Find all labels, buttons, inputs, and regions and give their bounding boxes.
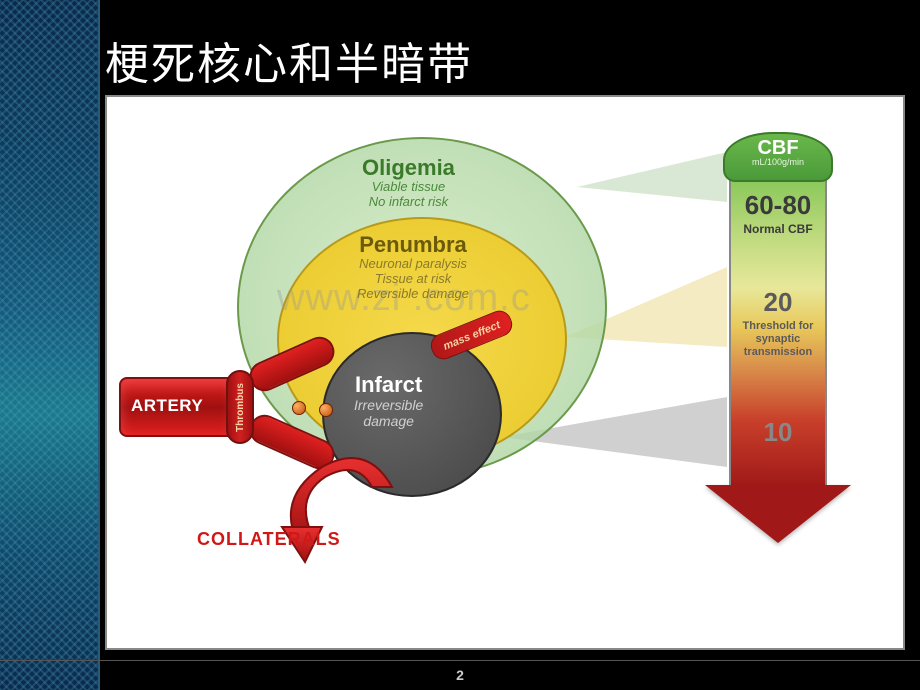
cbf-value-infarct: 10 xyxy=(723,417,833,448)
infarct-label: Infarct Irreversible damage xyxy=(354,372,423,429)
cbf-label-normal: Normal CBF xyxy=(723,222,833,236)
cbf-header: CBF mL/100g/min xyxy=(723,132,833,182)
oligemia-sub1: Viable tissue xyxy=(362,180,455,195)
artery-label: ARTERY xyxy=(131,396,203,416)
slide-sidebar-texture xyxy=(0,0,100,690)
cbf-scale: CBF mL/100g/min 60-80 Normal CBF 20 Thre… xyxy=(723,132,833,532)
diagram-panel: www.zi .com.c Oligemia Viable tissue No … xyxy=(105,95,905,650)
cbf-arrowhead-icon xyxy=(705,485,851,543)
cbf-label-threshold: Threshold for synaptic transmission xyxy=(723,320,833,360)
cbf-value-normal: 60-80 xyxy=(723,190,833,221)
penumbra-label: Penumbra Neuronal paralysis Tissue at ri… xyxy=(357,232,469,302)
cbf-header-unit: mL/100g/min xyxy=(725,158,831,167)
page-number: 2 xyxy=(456,667,464,683)
oligemia-label: Oligemia Viable tissue No infarct risk xyxy=(362,155,455,210)
collaterals-label: COLLATERALS xyxy=(197,529,341,550)
embolus-dot xyxy=(319,403,333,417)
cbf-value-threshold: 20 xyxy=(723,287,833,318)
penumbra-title: Penumbra xyxy=(357,232,469,257)
oligemia-title: Oligemia xyxy=(362,155,455,180)
penumbra-sub1: Neuronal paralysis xyxy=(357,257,469,272)
diagram-canvas: www.zi .com.c Oligemia Viable tissue No … xyxy=(107,97,903,648)
oligemia-sub2: No infarct risk xyxy=(362,195,455,210)
slide-title: 梗死核心和半暗带 xyxy=(105,28,473,92)
infarct-sub1: Irreversible xyxy=(354,397,423,413)
infarct-title: Infarct xyxy=(354,372,423,397)
cbf-header-title: CBF xyxy=(725,138,831,158)
embolus-dot xyxy=(292,401,306,415)
penumbra-sub3: Reversible damage xyxy=(357,287,469,302)
penumbra-sub2: Tissue at risk xyxy=(357,272,469,287)
infarct-sub2: damage xyxy=(354,413,423,429)
thrombus-label: Thrombus xyxy=(235,383,246,432)
slide-footer: 2 xyxy=(0,660,920,690)
thrombus-marker: Thrombus xyxy=(226,370,254,444)
